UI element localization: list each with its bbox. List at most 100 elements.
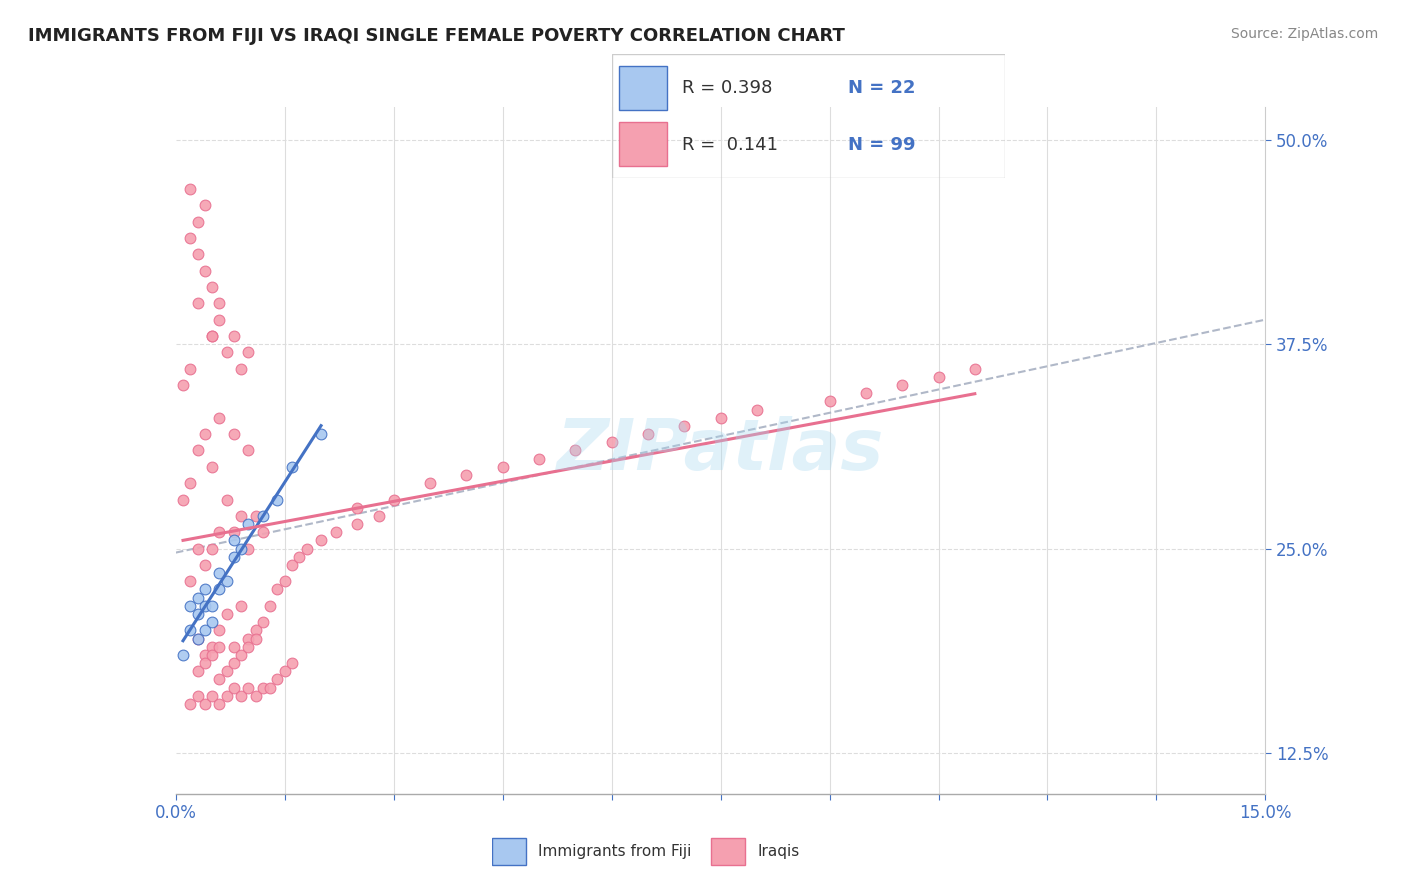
Point [231, 689, 253, 703]
Point [201, 648, 224, 662]
Point [215, 689, 238, 703]
Point [245, 624, 267, 638]
Point [201, 689, 224, 703]
Point [186, 541, 209, 556]
Point [238, 632, 260, 646]
Point [309, 533, 332, 548]
Point [186, 689, 209, 703]
Point [201, 541, 224, 556]
Point [179, 574, 201, 589]
Point [492, 459, 515, 474]
Point [419, 476, 441, 491]
Point [222, 549, 245, 564]
Point [238, 516, 260, 531]
Point [274, 574, 297, 589]
Point [208, 673, 231, 687]
Point [710, 410, 733, 425]
Point [231, 599, 253, 613]
Point [194, 656, 217, 670]
Point [231, 648, 253, 662]
Point [245, 689, 267, 703]
Point [281, 656, 304, 670]
Point [179, 231, 201, 245]
Point [637, 427, 659, 442]
Point [245, 632, 267, 646]
Point [222, 525, 245, 540]
Point [222, 427, 245, 442]
Point [172, 378, 194, 392]
Point [186, 632, 209, 646]
Point [179, 697, 201, 711]
Point [215, 492, 238, 507]
Point [238, 640, 260, 654]
Point [186, 591, 209, 605]
Text: Immigrants from Fiji: Immigrants from Fiji [538, 845, 692, 859]
Point [215, 664, 238, 679]
Point [215, 607, 238, 621]
Point [527, 451, 550, 466]
Point [194, 599, 217, 613]
Point [186, 632, 209, 646]
Point [194, 558, 217, 572]
Point [222, 656, 245, 670]
Point [172, 648, 194, 662]
Point [222, 533, 245, 548]
Point [266, 673, 288, 687]
Point [186, 247, 209, 261]
Point [266, 492, 288, 507]
Text: N = 22: N = 22 [848, 79, 915, 97]
Point [208, 566, 231, 581]
Point [252, 508, 274, 523]
Point [281, 459, 304, 474]
Text: IMMIGRANTS FROM FIJI VS IRAQI SINGLE FEMALE POVERTY CORRELATION CHART: IMMIGRANTS FROM FIJI VS IRAQI SINGLE FEM… [28, 27, 845, 45]
Text: Iraqis: Iraqis [758, 845, 800, 859]
Bar [711, 838, 745, 865]
Point [855, 386, 877, 401]
Bar [620, 122, 666, 166]
Point [564, 443, 586, 458]
Point [274, 664, 297, 679]
Bar [620, 66, 666, 110]
Point [186, 214, 209, 228]
Point [215, 345, 238, 359]
Point [208, 582, 231, 597]
Point [673, 419, 696, 434]
Point [179, 624, 201, 638]
Point [201, 329, 224, 343]
Point [179, 182, 201, 196]
Point [245, 508, 267, 523]
Point [745, 402, 768, 417]
Point [186, 664, 209, 679]
Point [194, 263, 217, 277]
Text: R =  0.141: R = 0.141 [682, 136, 779, 153]
Point [186, 607, 209, 621]
Point [891, 378, 914, 392]
Point [238, 681, 260, 695]
Point [288, 549, 311, 564]
Point [208, 525, 231, 540]
Point [194, 427, 217, 442]
Point [346, 500, 368, 515]
Point [252, 615, 274, 630]
Point [208, 312, 231, 326]
Point [382, 492, 405, 507]
Point [194, 648, 217, 662]
Point [231, 361, 253, 376]
Point [208, 697, 231, 711]
Point [208, 624, 231, 638]
Point [252, 681, 274, 695]
Text: ZIPatlas: ZIPatlas [557, 416, 884, 485]
Point [179, 476, 201, 491]
Point [252, 525, 274, 540]
Point [281, 558, 304, 572]
Point [231, 541, 253, 556]
Point [186, 296, 209, 310]
Point [259, 599, 281, 613]
Point [194, 198, 217, 212]
Point [600, 435, 623, 450]
Point [456, 467, 478, 482]
Text: R = 0.398: R = 0.398 [682, 79, 773, 97]
Point [928, 369, 950, 384]
Point [231, 508, 253, 523]
Point [238, 345, 260, 359]
